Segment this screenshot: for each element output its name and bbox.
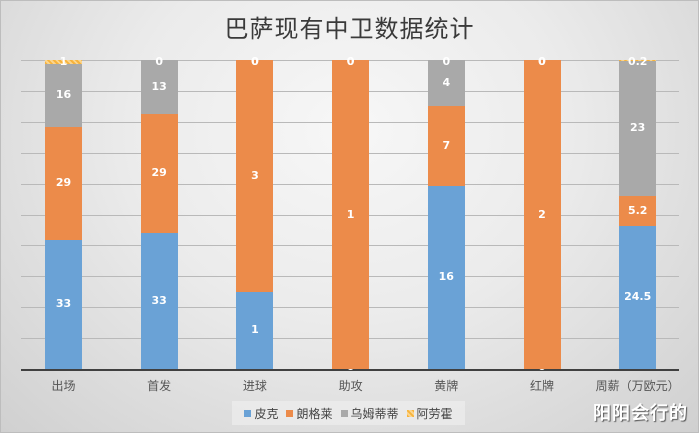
x-axis-label: 进球 — [242, 379, 267, 393]
data-label: 33 — [55, 297, 72, 311]
legend-label: 乌姆蒂蒂 — [350, 406, 399, 421]
plot-area: 332916133291301300010016740020024.55.223… — [21, 56, 679, 373]
legend-item[interactable]: 乌姆蒂蒂 — [340, 405, 399, 422]
bar-segment-朗格莱[interactable] — [427, 105, 465, 186]
bar-segment-乌姆蒂蒂[interactable] — [619, 61, 657, 196]
data-label: 0 — [538, 55, 546, 68]
bar-segment-皮克[interactable] — [140, 233, 178, 369]
bar-segment-阿劳霍[interactable] — [45, 60, 82, 64]
data-label: 0 — [251, 55, 259, 68]
bar-0[interactable]: 33 29 16 1 — [45, 56, 82, 369]
data-label: 16 — [55, 88, 72, 102]
legend-swatch-icon — [244, 409, 252, 417]
data-label: 1 — [251, 323, 259, 337]
x-axis-label: 助攻 — [338, 379, 363, 393]
bar-segment-朗格莱[interactable] — [236, 60, 274, 292]
data-label: 4 — [442, 75, 451, 89]
bar-segment-皮克[interactable] — [427, 185, 465, 369]
x-axis-label: 周薪（万欧元） — [595, 379, 680, 393]
bar-segment-乌姆蒂蒂[interactable] — [427, 60, 465, 106]
bar-segment-乌姆蒂蒂[interactable] — [140, 60, 178, 114]
data-label: 0 — [346, 55, 355, 68]
bar-4[interactable]: 16 7 4 0 — [427, 56, 465, 369]
bar-segment-皮克[interactable] — [619, 225, 657, 369]
bar-segment-朗格莱[interactable] — [45, 126, 82, 240]
bar-segment-皮克[interactable] — [45, 239, 82, 369]
x-axis-label: 首发 — [147, 379, 172, 393]
data-label: 29 — [55, 176, 72, 190]
bar-1[interactable]: 33 29 13 0 — [140, 56, 178, 369]
x-axis-label: 红牌 — [529, 379, 554, 393]
chart-title: 巴萨现有中卫数据统计 — [224, 15, 475, 43]
data-label: 0.2 — [627, 55, 648, 68]
x-axis-label: 黄牌 — [434, 379, 459, 393]
legend-swatch-icon — [286, 409, 294, 417]
data-label: 5.2 — [627, 203, 648, 217]
bar-segment-朗格莱[interactable] — [332, 60, 370, 369]
data-label: 23 — [630, 121, 646, 135]
data-label: 0 — [251, 55, 259, 68]
bar-segment-朗格莱[interactable] — [523, 60, 561, 369]
watermark: 阳阳会行的 — [593, 403, 688, 424]
data-label: 29 — [151, 166, 167, 180]
x-axis-label: 出场 — [51, 379, 76, 393]
data-label: 16 — [438, 270, 454, 284]
x-axis-line — [21, 369, 679, 371]
bar-segment-朗格莱[interactable] — [140, 113, 178, 234]
data-label: 7 — [442, 138, 451, 152]
legend-item[interactable]: 朗格莱 — [286, 405, 333, 422]
chart-legend: 皮克 朗格莱 乌姆蒂蒂 阿劳霍 — [232, 401, 465, 425]
data-label: 24.5 — [624, 290, 652, 304]
data-label: 0 — [442, 55, 451, 68]
legend-item[interactable]: 皮克 — [244, 405, 278, 422]
legend-label: 皮克 — [254, 406, 279, 421]
legend-swatch-icon — [340, 409, 348, 417]
data-label: 33 — [151, 294, 167, 308]
legend-label: 阿劳霍 — [416, 406, 453, 421]
bar-segment-朗格莱[interactable] — [619, 195, 657, 226]
legend-item[interactable]: 阿劳霍 — [406, 405, 453, 422]
legend-label: 朗格莱 — [296, 406, 333, 421]
data-label: 13 — [151, 79, 167, 93]
data-label: 0 — [155, 55, 164, 68]
bar-6[interactable]: 24.5 5.2 23 0.2 — [619, 56, 657, 369]
data-label: 1 — [59, 55, 68, 68]
bar-segment-皮克[interactable] — [236, 291, 274, 369]
legend-swatch-icon — [406, 409, 414, 417]
data-label: 0 — [538, 55, 546, 68]
data-label: 1 — [346, 207, 355, 221]
bar-segment-乌姆蒂蒂[interactable] — [45, 63, 82, 127]
data-label: 2 — [538, 207, 546, 221]
bar-segment-阿劳霍[interactable] — [619, 60, 657, 62]
data-label: 0 — [346, 55, 355, 68]
data-label: 3 — [251, 168, 259, 182]
